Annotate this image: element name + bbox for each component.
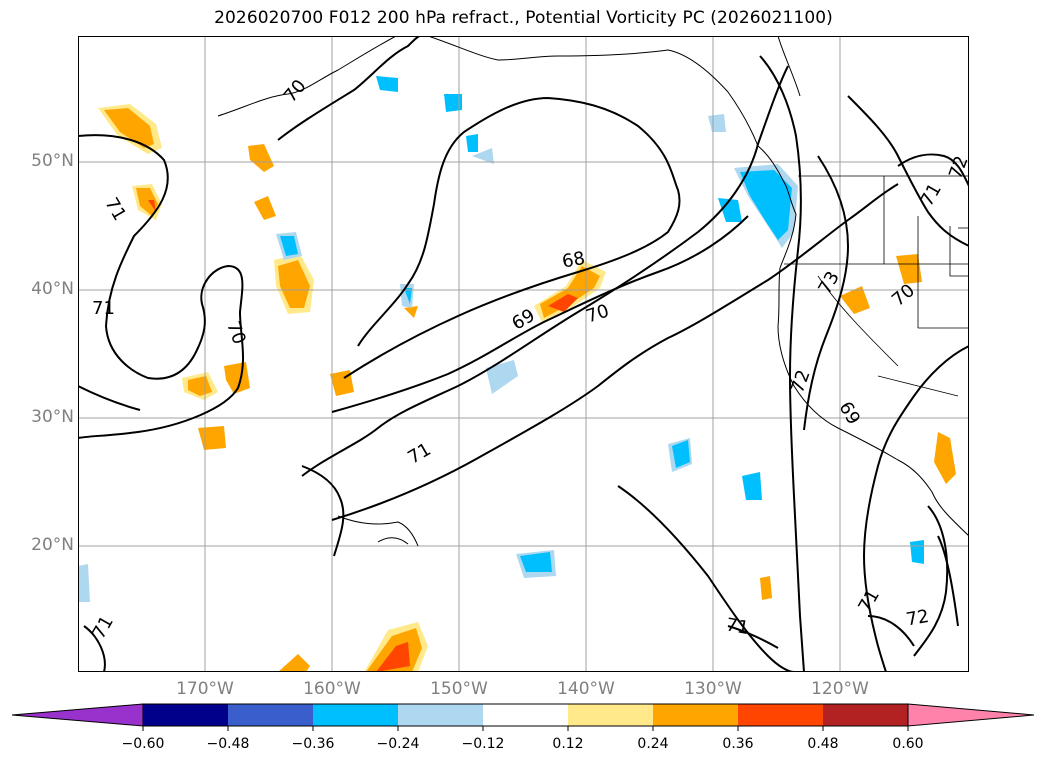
contour-label: 72 [945,153,969,182]
lat-label-40n: 40°N [31,279,74,299]
colorbar-segment [143,704,228,726]
contour-label: 68 [560,248,586,273]
contour-label: 72 [904,606,930,631]
contour-label: 71 [724,614,750,639]
colorbar-extend-low [11,703,144,727]
colorbar-outline [142,703,909,727]
map-title: 2026020700 F012 200 hPa refract., Potent… [214,8,833,28]
colorbar-segment [313,704,398,726]
lat-label-50n: 50°N [31,151,74,171]
colorbar-tick-label: 0.36 [722,736,754,752]
colorbar-tick-label: 0.60 [892,736,924,752]
lat-label-30n: 30°N [31,407,74,427]
colorbar-segment [398,704,483,726]
colorbar-segment [823,704,908,726]
gridlines [78,36,969,672]
refractivity-contours [78,36,969,672]
colorbar-tick-label: 0.24 [637,736,669,752]
lon-label-170w: 170°W [176,679,234,699]
colorbar-tick-label: −0.36 [291,736,335,752]
colorbar-tick-label: −0.12 [461,736,505,752]
colorbar-tick-label: −0.48 [206,736,250,752]
lon-label-130w: 130°W [684,679,742,699]
pv-shading [78,76,956,672]
colorbar-segment [568,704,653,726]
borders [784,175,969,397]
lon-label-150w: 150°W [430,679,488,699]
colorbar-segment [483,704,568,726]
colorbar-tick-label: 0.48 [807,736,839,752]
colorbar-segment [228,704,313,726]
lon-label-140w: 140°W [557,679,615,699]
colorbar-segment [653,704,738,726]
colorbar-extend-high [907,703,1035,727]
coastlines [217,36,969,547]
lon-label-160w: 160°W [303,679,361,699]
colorbar-tick-label: −0.24 [376,736,420,752]
map-area: 70 71 71 70 68 69 70 71 71 72 73 70 72 7… [78,36,969,672]
colorbar-segment [738,704,823,726]
lat-label-20n: 20°N [31,535,74,555]
map-frame [78,36,969,672]
lon-label-120w: 120°W [811,679,869,699]
contour-label: 71 [92,298,115,319]
colorbar-tick-label: −0.60 [121,736,165,752]
colorbar-tick-label: 0.12 [552,736,584,752]
map-svg: 70 71 71 70 68 69 70 71 71 72 73 70 72 7… [78,36,969,672]
colorbar [11,703,1035,731]
